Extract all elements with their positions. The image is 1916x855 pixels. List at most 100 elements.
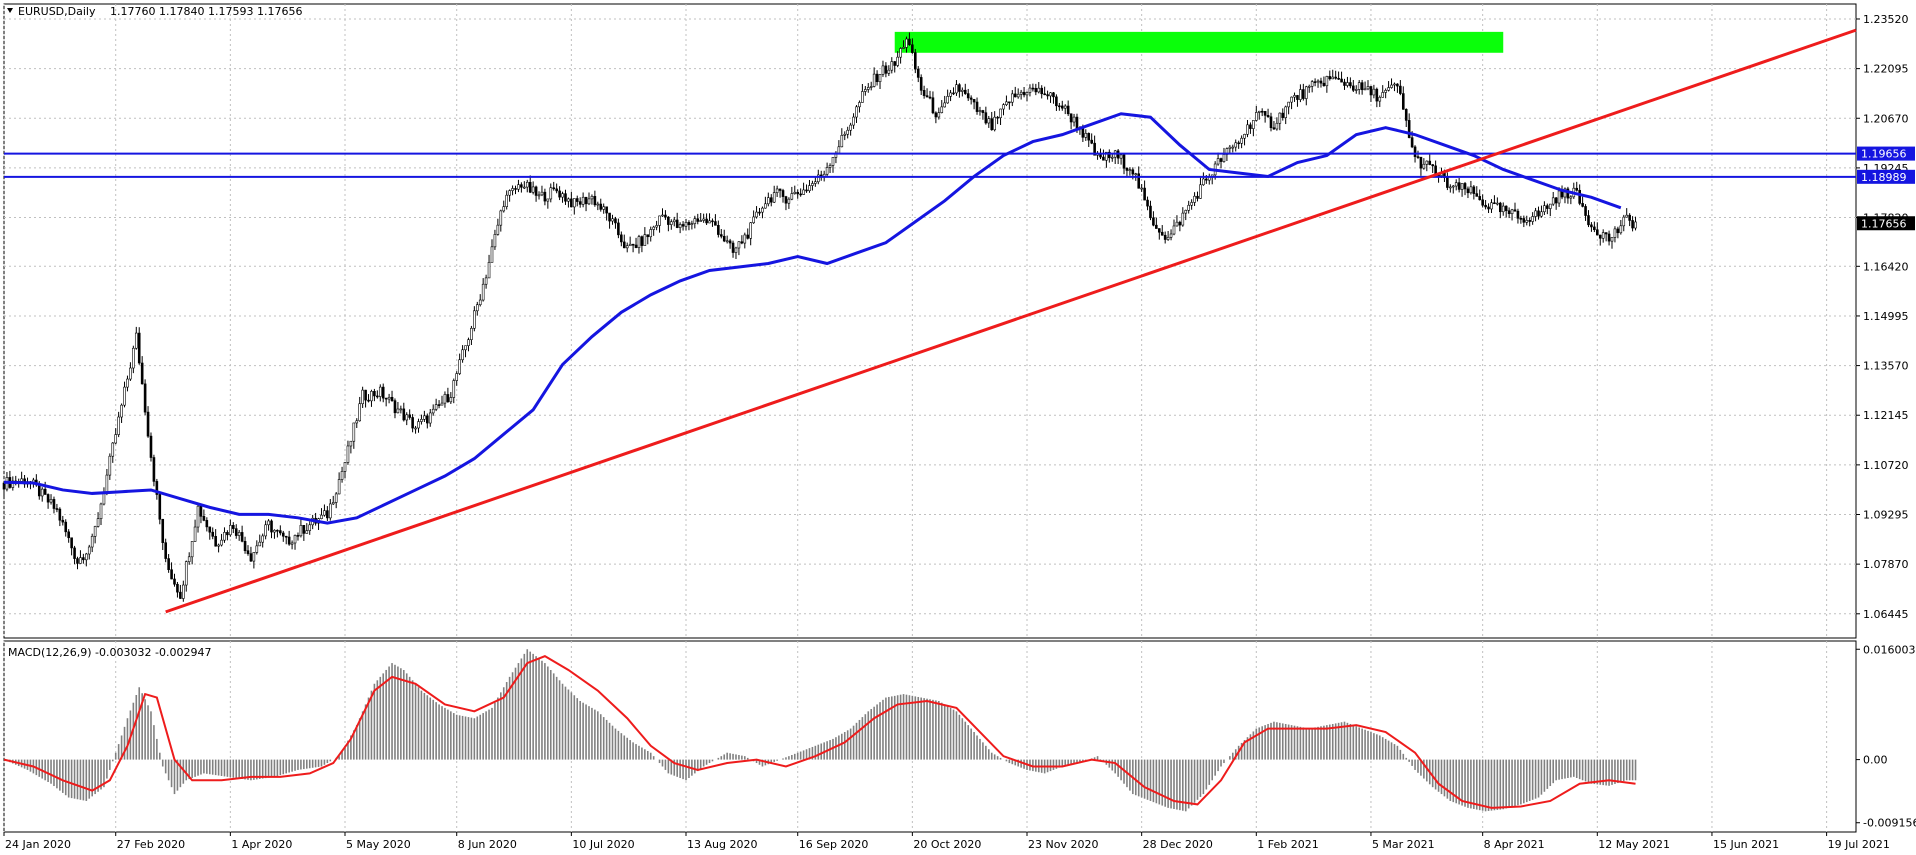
candle-body — [490, 246, 494, 263]
candle-body — [1272, 127, 1276, 130]
candle-body — [861, 91, 864, 103]
candle-body — [79, 557, 82, 564]
candle-body — [1449, 186, 1452, 189]
candle-body — [302, 525, 306, 534]
candle-body — [587, 198, 591, 205]
candle-body — [928, 96, 932, 99]
candle-body — [1090, 139, 1093, 144]
candle-body — [140, 362, 144, 385]
candle-body — [1016, 93, 1020, 98]
price-tick-label: 1.16420 — [1863, 260, 1909, 273]
candle-body — [343, 462, 347, 472]
time-tick-label: 10 Jul 2020 — [572, 838, 634, 851]
candle-body — [1628, 214, 1631, 221]
candle-body — [1369, 86, 1373, 96]
candle-body — [517, 184, 520, 190]
candle-body — [740, 241, 744, 244]
candle-body — [1354, 89, 1358, 91]
candle-body — [596, 203, 600, 206]
candle-body — [1319, 80, 1323, 84]
candle-body — [334, 493, 338, 503]
candle-body — [67, 531, 70, 539]
candle-body — [1269, 116, 1273, 129]
candle-body — [1063, 105, 1067, 109]
candle-body — [1496, 202, 1499, 205]
candle-body — [276, 529, 279, 532]
candle-body — [670, 221, 673, 225]
candle-body — [1190, 202, 1193, 206]
candle-body — [126, 378, 129, 388]
candle-body — [134, 332, 138, 349]
time-tick-label: 5 May 2020 — [346, 838, 411, 851]
candle-body — [1548, 203, 1552, 209]
candle-body — [1610, 237, 1614, 242]
candle-body — [108, 455, 112, 476]
candle-body — [464, 345, 467, 351]
macd-axis: 0.016003 0.00 -0.009156 — [1856, 643, 1916, 830]
candle-body — [1219, 158, 1223, 162]
candle-body — [1598, 234, 1602, 239]
candle-body — [570, 198, 573, 208]
trendline-layer[interactable] — [165, 28, 1857, 614]
candle-body — [449, 397, 453, 403]
resistance-zone[interactable] — [894, 31, 1504, 53]
price-tick-label: 1.10720 — [1863, 459, 1909, 472]
price-tick-label: 1.20670 — [1863, 112, 1909, 125]
candle-body — [478, 299, 482, 306]
candle-body — [487, 262, 491, 279]
candle-body — [681, 224, 685, 227]
dropdown-triangle-icon[interactable] — [7, 8, 13, 13]
candle-body — [308, 524, 312, 531]
candle-body — [961, 89, 964, 92]
candle-body — [164, 542, 167, 559]
candle-body — [1507, 210, 1511, 215]
candle-body — [1255, 112, 1258, 121]
axis-tags: 1.19656 1.18989 1.17656 — [1857, 146, 1915, 231]
candle-body — [1093, 142, 1096, 156]
candle-body — [114, 434, 118, 444]
candle-body — [493, 234, 497, 248]
trendline[interactable] — [165, 28, 1857, 614]
candle-body — [496, 224, 500, 235]
candle-body — [572, 198, 576, 208]
candle-body — [1396, 83, 1399, 87]
candle-body — [728, 240, 732, 244]
candle-body — [1537, 210, 1540, 217]
candle-body — [1169, 233, 1173, 238]
candle-body — [1578, 189, 1581, 204]
candle-body — [1252, 120, 1255, 129]
candle-body — [387, 396, 391, 400]
candle-body — [299, 525, 303, 537]
candle-body — [434, 404, 438, 410]
candle-body — [1387, 87, 1390, 91]
candle-body — [1528, 220, 1531, 222]
time-tick-label: 1 Feb 2021 — [1257, 838, 1318, 851]
candle-body — [693, 218, 697, 224]
candle-body — [1625, 214, 1629, 218]
candle-body — [1222, 154, 1226, 162]
candle-body — [1510, 209, 1514, 215]
current-price-tag-label: 1.17656 — [1861, 217, 1907, 230]
candle-body — [502, 206, 506, 212]
candle-body — [208, 526, 212, 533]
candle-body — [1231, 146, 1235, 149]
candle-body — [1310, 81, 1314, 87]
candle-body — [179, 591, 182, 599]
candle-body — [1105, 151, 1108, 161]
candle-body — [1005, 101, 1008, 105]
candle-body — [211, 531, 215, 537]
candle-body — [625, 245, 629, 249]
horizontal-levels-layer[interactable] — [4, 152, 1856, 178]
candle-body — [234, 528, 238, 536]
candle-body — [255, 545, 259, 553]
candle-body — [305, 530, 309, 534]
candle-body — [778, 188, 782, 191]
candle-body — [411, 417, 414, 429]
time-tick-label: 12 May 2021 — [1598, 838, 1670, 851]
candle-body — [767, 197, 770, 205]
candle-body — [287, 536, 291, 545]
candle-body — [1546, 205, 1549, 209]
candle-body — [1422, 163, 1426, 169]
